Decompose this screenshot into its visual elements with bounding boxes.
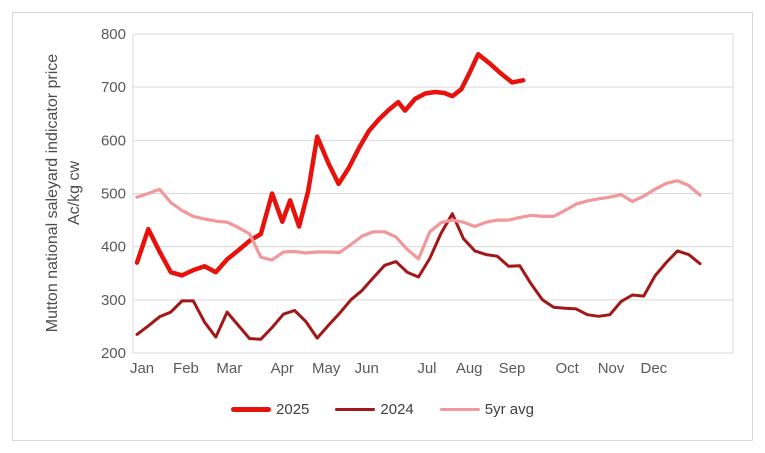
x-tick-label-oct: Oct [555, 360, 579, 377]
x-tick-label-mar: Mar [216, 360, 242, 377]
x-tick-label-jun: Jun [355, 360, 379, 377]
x-tick-label-sep: Sep [499, 360, 526, 377]
legend-swatch-5yr-avg [439, 407, 480, 412]
y-tick-label: 800 [101, 26, 126, 43]
y-axis-title-line1: Mutton national saleyard indicator price [44, 54, 61, 332]
legend-item-5yr-avg: 5yr avg [439, 401, 534, 418]
series-line-2025 [134, 51, 526, 278]
x-tick-label-dec: Dec [640, 360, 667, 377]
legend-swatch-2024 [335, 408, 376, 411]
legend-label: 2024 [380, 401, 414, 418]
chart-legend: 2025 2024 5yr avg [0, 401, 765, 418]
x-tick-label-jan: Jan [130, 360, 154, 377]
y-tick-label: 300 [101, 292, 126, 309]
legend-item-2024: 2024 [335, 401, 414, 418]
legend-swatch-2025 [231, 407, 272, 412]
x-tick-label-nov: Nov [598, 360, 625, 377]
legend-label: 2025 [276, 401, 310, 418]
x-tick-label-feb: Feb [173, 360, 199, 377]
x-tick-label-jul: Jul [417, 360, 436, 377]
y-tick-label: 700 [101, 79, 126, 96]
x-tick-label-apr: Apr [271, 360, 294, 377]
y-tick-label: 600 [101, 132, 126, 149]
legend-item-2025: 2025 [231, 401, 309, 418]
x-tick-label-may: May [312, 360, 341, 377]
chart-frame [12, 12, 753, 441]
y-tick-label: 200 [101, 345, 126, 362]
y-axis-title-line2: Ac/kg cw [66, 161, 83, 225]
x-tick-label-aug: Aug [456, 360, 483, 377]
legend-label: 5yr avg [484, 401, 534, 418]
y-tick-label: 500 [101, 186, 126, 203]
series-line-5yr-avg [135, 179, 702, 262]
y-tick-label: 400 [101, 239, 126, 256]
series-line-2024 [135, 212, 702, 341]
